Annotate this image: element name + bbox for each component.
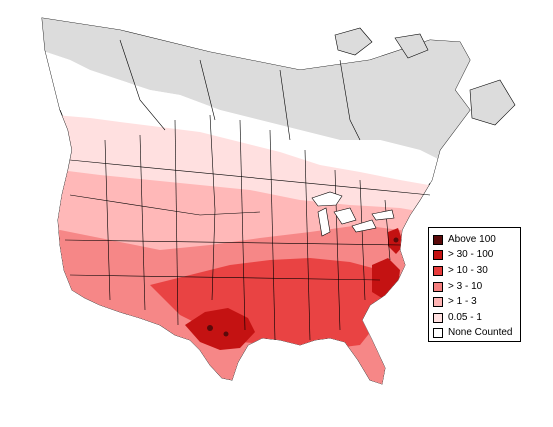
legend-item: Above 100 [433, 232, 520, 248]
legend-swatch [433, 250, 443, 261]
legend-item: > 1 - 3 [433, 294, 520, 310]
legend-swatch [433, 328, 443, 339]
boundary-lines [64, 39, 431, 341]
abundance-above-100-spot-2 [223, 331, 229, 337]
arctic-islands [334, 27, 516, 126]
legend-label: > 30 - 100 [448, 249, 494, 261]
abundance-above-100-spot-1 [207, 325, 213, 331]
legend-item: > 10 - 30 [433, 263, 520, 279]
abundance-30-100-region-texas [185, 308, 255, 350]
none-counted-region [42, 18, 470, 160]
legend-swatch [433, 234, 443, 245]
legend-label: 0.05 - 1 [448, 311, 482, 323]
legend-swatch [433, 281, 443, 292]
legend-item: > 3 - 10 [433, 279, 520, 295]
abundance-above-100-spot-3 [393, 237, 399, 243]
legend-item: > 30 - 100 [433, 248, 520, 264]
map-legend: Above 100 > 30 - 100 > 10 - 30 > 3 - 10 > 1 … [428, 227, 521, 342]
legend-item: 0.05 - 1 [433, 310, 520, 326]
legend-label: None Counted [448, 327, 513, 339]
legend-swatch [433, 297, 443, 308]
white-band-region [42, 50, 470, 185]
legend-swatch [433, 265, 443, 276]
legend-label: Above 100 [448, 233, 496, 245]
legend-label: > 3 - 10 [448, 280, 483, 292]
great-lakes [311, 191, 395, 237]
legend-label: > 10 - 30 [448, 264, 488, 276]
legend-label: > 1 - 3 [448, 296, 477, 308]
legend-item: None Counted [433, 326, 520, 342]
legend-swatch [433, 312, 443, 323]
